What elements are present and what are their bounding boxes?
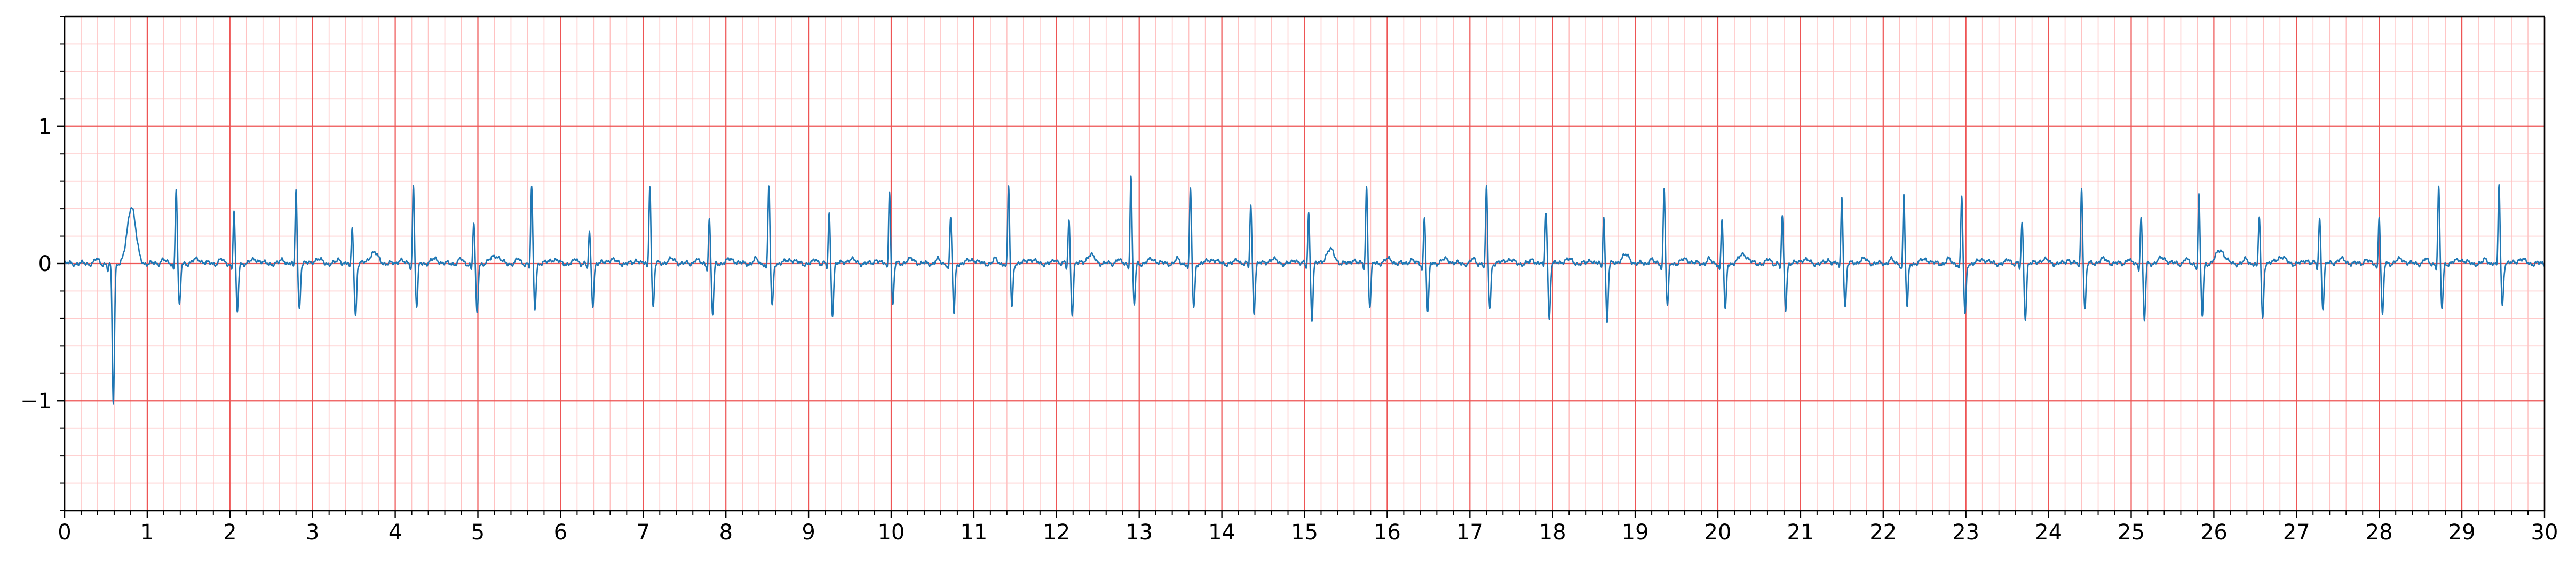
x-tick-label: 16: [1374, 520, 1401, 545]
x-tick-label: 18: [1539, 520, 1566, 545]
tick-layer: 0 1 2 3 4 5 6 7 8 9 10 11 12 13 14 15 16 17 18 19 20 21 22 23 24…: [20, 16, 2558, 545]
x-tick-label: 10: [878, 520, 905, 545]
y-tick-label: 0: [38, 252, 52, 276]
x-tick-label: 1: [140, 520, 154, 545]
x-tick-label: 4: [389, 520, 402, 545]
y-tick-label: 1: [38, 115, 52, 139]
x-tick-label: 20: [1705, 520, 1732, 545]
x-tick-label: 14: [1208, 520, 1235, 545]
x-tick-label: 13: [1125, 520, 1153, 545]
x-tick-label: 27: [2283, 520, 2310, 545]
x-tick-label: 9: [802, 520, 815, 545]
x-tick-label: 24: [2035, 520, 2062, 545]
x-tick-label: 7: [637, 520, 650, 545]
ecg-series-line: [64, 175, 2545, 405]
x-tick-label: 21: [1787, 520, 1814, 545]
x-tick-label: 30: [2531, 520, 2558, 545]
x-tick-label: 12: [1043, 520, 1070, 545]
x-tick-label: 23: [1952, 520, 1979, 545]
series-layer: [64, 175, 2545, 405]
x-tick-label: 17: [1456, 520, 1484, 545]
y-tick-label: −1: [20, 389, 52, 413]
x-tick-label: 28: [2366, 520, 2393, 545]
x-tick-label: 6: [554, 520, 567, 545]
x-tick-label: 3: [306, 520, 319, 545]
x-tick-label: 0: [58, 520, 71, 545]
x-tick-label: 29: [2448, 520, 2476, 545]
x-tick-label: 15: [1291, 520, 1318, 545]
x-tick-label: 5: [471, 520, 485, 545]
x-tick-label: 8: [719, 520, 732, 545]
x-tick-label: 2: [223, 520, 236, 545]
x-tick-label: 19: [1622, 520, 1649, 545]
x-tick-label: 22: [1869, 520, 1897, 545]
x-tick-label: 26: [2200, 520, 2228, 545]
x-tick-label: 25: [2118, 520, 2145, 545]
x-tick-label: 11: [960, 520, 987, 545]
